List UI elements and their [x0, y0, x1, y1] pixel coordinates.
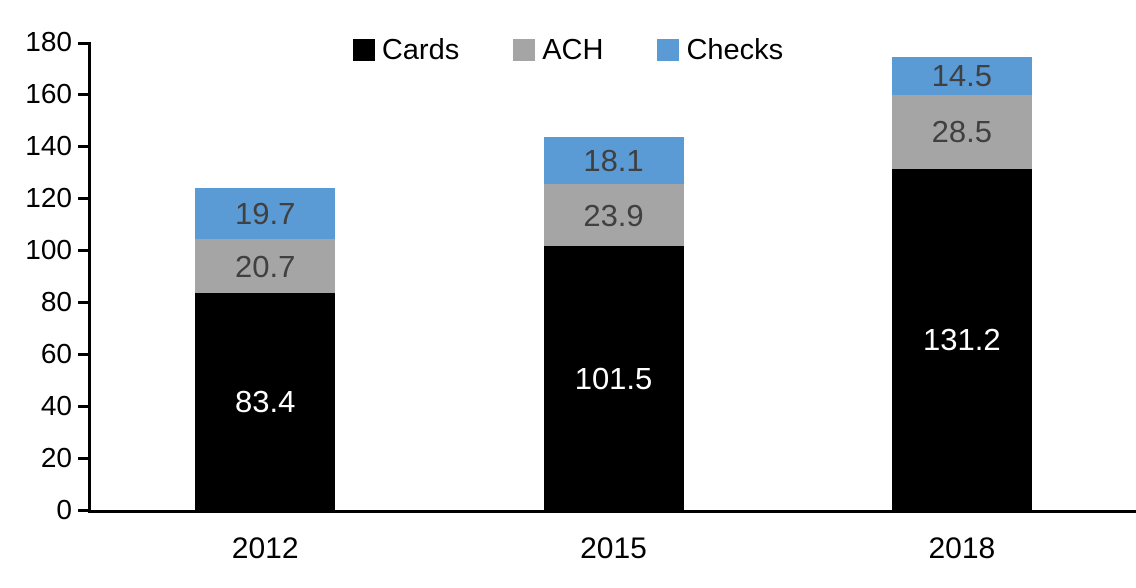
legend-label: ACH — [542, 33, 604, 66]
y-axis-label: 0 — [56, 494, 72, 525]
plot-area: 0 20 40 60 80 100 120 140 160 180 83.4 20.7 19.7 2012… — [25, 28, 1136, 564]
data-label: 19.7 — [234, 196, 296, 232]
bar-segment-2012-checks: 19.7 — [195, 188, 336, 240]
legend-item-checks: Checks — [657, 33, 784, 66]
data-label: 28.5 — [931, 114, 992, 150]
x-axis-label: 2012 — [231, 532, 299, 565]
y-axis-label: 40 — [40, 390, 72, 421]
data-label: 101.5 — [574, 360, 653, 396]
y-axis-label: 120 — [25, 182, 72, 213]
y-axis-label: 180 — [25, 26, 72, 57]
y-axis-tick — [78, 352, 88, 356]
bar-segment-2018-cards: 131.2 — [891, 168, 1032, 510]
bar-segment-2015-checks: 18.1 — [543, 136, 684, 184]
legend-swatch-checks — [657, 39, 680, 61]
legend-item-ach: ACH — [513, 33, 604, 66]
y-axis-tick — [78, 248, 88, 252]
y-axis-label: 60 — [40, 338, 72, 369]
y-axis-label: 80 — [40, 286, 72, 317]
chart-legend: Cards ACH Checks — [0, 33, 1136, 67]
data-label: 18.1 — [583, 142, 644, 178]
data-label: 20.7 — [234, 248, 296, 284]
y-axis-tick — [78, 92, 88, 96]
bar-segment-2015-ach: 23.9 — [543, 183, 684, 247]
data-label: 131.2 — [923, 321, 1001, 357]
legend-label: Cards — [381, 33, 460, 66]
y-axis-tick — [78, 508, 88, 512]
y-axis-tick — [78, 144, 88, 148]
y-axis-tick — [78, 404, 88, 408]
bar-segment-2018-checks: 14.5 — [891, 57, 1032, 95]
y-axis-label: 100 — [25, 234, 72, 265]
legend-swatch-ach — [513, 39, 536, 61]
bar-segment-2015-cards: 101.5 — [543, 246, 684, 510]
y-axis-tick — [78, 42, 88, 45]
y-axis-label: 160 — [25, 78, 72, 109]
legend-item-cards: Cards — [352, 33, 460, 66]
data-label: 14.5 — [931, 58, 992, 94]
y-axis-tick — [78, 300, 88, 304]
legend-label: Checks — [686, 33, 784, 66]
data-label: 83.4 — [234, 384, 296, 420]
y-axis-tick — [78, 456, 88, 460]
data-label: 23.9 — [583, 197, 644, 233]
bar-segment-2012-cards: 83.4 — [195, 293, 336, 510]
y-axis-label: 20 — [40, 442, 72, 473]
x-axis-label: 2015 — [580, 532, 647, 565]
y-axis-tick — [78, 196, 88, 200]
x-axis-label: 2018 — [928, 532, 996, 565]
legend-swatch-cards — [352, 39, 375, 61]
bar-segment-2018-ach: 28.5 — [891, 94, 1032, 169]
y-axis-label: 140 — [25, 130, 72, 161]
bar-segment-2012-ach: 20.7 — [195, 239, 336, 294]
